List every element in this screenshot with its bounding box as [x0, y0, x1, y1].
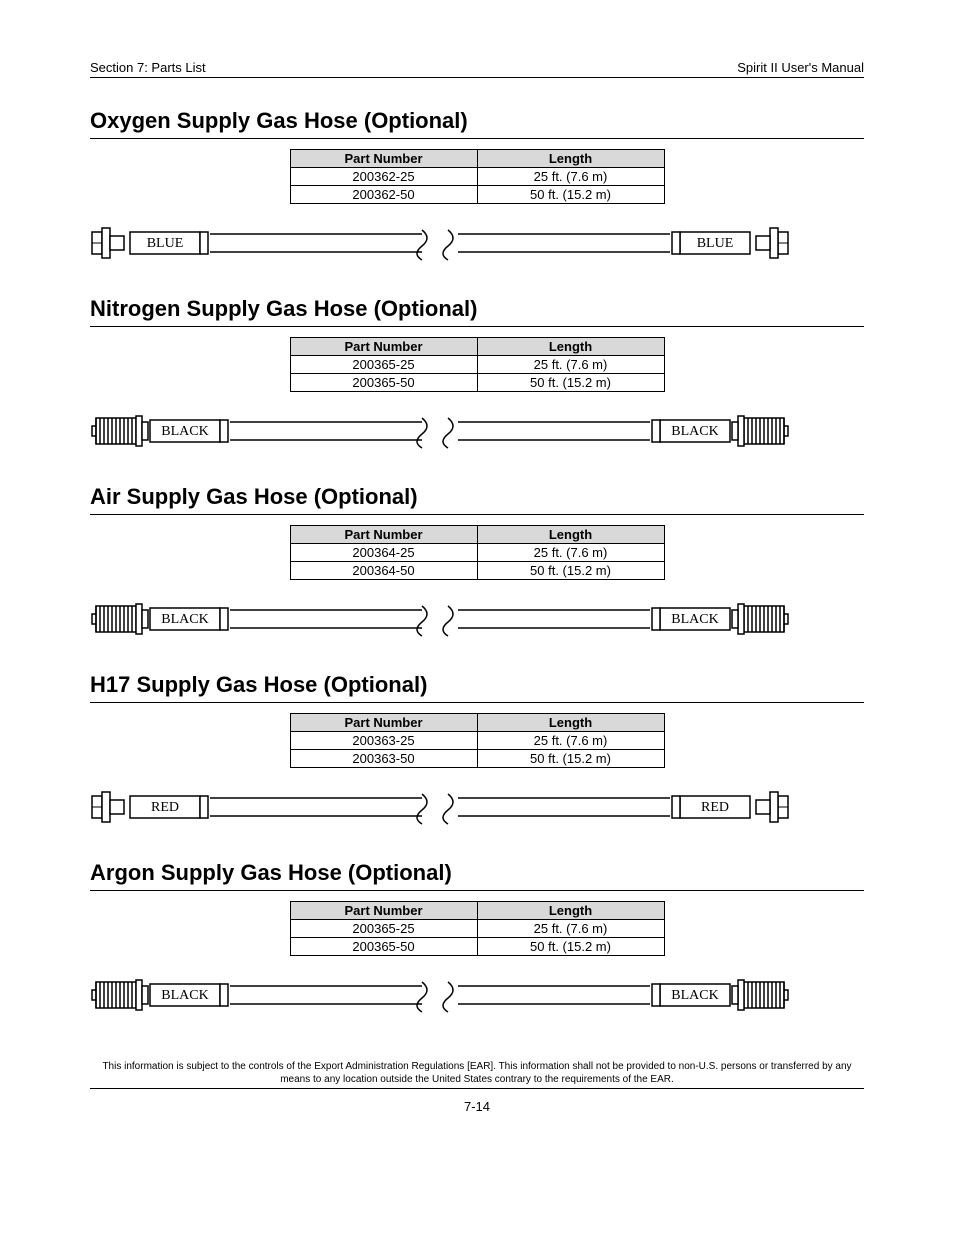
section: Oxygen Supply Gas Hose (Optional) Part Nu… [90, 108, 864, 268]
table-cell: 25 ft. (7.6 m) [477, 920, 664, 938]
parts-table: Part NumberLength200363-2525 ft. (7.6 m)… [290, 713, 665, 768]
hose-color-label-right: BLACK [671, 424, 718, 439]
table-cell: 200364-50 [290, 562, 477, 580]
table-cell: 200363-50 [290, 750, 477, 768]
section: Argon Supply Gas Hose (Optional) Part Num… [90, 860, 864, 1020]
table-row: 200362-2525 ft. (7.6 m) [290, 168, 664, 186]
table-header-cell: Part Number [290, 902, 477, 920]
table-cell: 50 ft. (15.2 m) [477, 374, 664, 392]
table-header-cell: Length [477, 902, 664, 920]
page-number: 7-14 [90, 1099, 864, 1114]
hose-diagram: BLACK BLACK [90, 594, 790, 644]
table-cell: 25 ft. (7.6 m) [477, 168, 664, 186]
table-header-cell: Length [477, 526, 664, 544]
table-row: 200365-5050 ft. (15.2 m) [290, 938, 664, 956]
hose-color-label-right: BLACK [671, 988, 718, 1003]
table-cell: 25 ft. (7.6 m) [477, 544, 664, 562]
header-left: Section 7: Parts List [90, 60, 206, 75]
hose-diagram: BLUE BLUE [90, 218, 790, 268]
table-header-cell: Length [477, 338, 664, 356]
table-header-cell: Part Number [290, 150, 477, 168]
parts-table: Part NumberLength200365-2525 ft. (7.6 m)… [290, 337, 665, 392]
hose-color-label-left: BLACK [161, 424, 208, 439]
hose-color-label-right: BLUE [697, 236, 734, 251]
header-right: Spirit II User's Manual [737, 60, 864, 75]
hose-color-label-right: RED [701, 800, 729, 815]
parts-table: Part NumberLength200365-2525 ft. (7.6 m)… [290, 901, 665, 956]
table-cell: 200365-25 [290, 920, 477, 938]
table-cell: 50 ft. (15.2 m) [477, 562, 664, 580]
table-cell: 200364-25 [290, 544, 477, 562]
page-header: Section 7: Parts List Spirit II User's M… [90, 60, 864, 78]
table-header-cell: Part Number [290, 338, 477, 356]
parts-table: Part NumberLength200362-2525 ft. (7.6 m)… [290, 149, 665, 204]
table-cell: 200362-25 [290, 168, 477, 186]
table-header-cell: Length [477, 714, 664, 732]
footer-note: This information is subject to the contr… [90, 1060, 864, 1089]
table-cell: 200365-25 [290, 356, 477, 374]
table-cell: 50 ft. (15.2 m) [477, 938, 664, 956]
table-row: 200364-5050 ft. (15.2 m) [290, 562, 664, 580]
table-cell: 50 ft. (15.2 m) [477, 750, 664, 768]
hose-diagram: BLACK BLACK [90, 406, 790, 456]
hose-color-label-right: BLACK [671, 612, 718, 627]
hose-color-label-left: BLACK [161, 612, 208, 627]
sections-container: Oxygen Supply Gas Hose (Optional) Part Nu… [90, 108, 864, 1020]
table-cell: 200362-50 [290, 186, 477, 204]
section-title: Air Supply Gas Hose (Optional) [90, 484, 864, 515]
section: Nitrogen Supply Gas Hose (Optional) Part … [90, 296, 864, 456]
table-cell: 200365-50 [290, 374, 477, 392]
section-title: Argon Supply Gas Hose (Optional) [90, 860, 864, 891]
table-header-cell: Part Number [290, 526, 477, 544]
section-title: Oxygen Supply Gas Hose (Optional) [90, 108, 864, 139]
section: Air Supply Gas Hose (Optional) Part Numbe… [90, 484, 864, 644]
table-cell: 50 ft. (15.2 m) [477, 186, 664, 204]
table-row: 200365-5050 ft. (15.2 m) [290, 374, 664, 392]
table-header-cell: Length [477, 150, 664, 168]
hose-diagram: RED RED [90, 782, 790, 832]
table-row: 200362-5050 ft. (15.2 m) [290, 186, 664, 204]
table-row: 200363-2525 ft. (7.6 m) [290, 732, 664, 750]
table-cell: 200365-50 [290, 938, 477, 956]
hose-color-label-left: BLUE [147, 236, 184, 251]
table-row: 200365-2525 ft. (7.6 m) [290, 356, 664, 374]
section: H17 Supply Gas Hose (Optional) Part Numbe… [90, 672, 864, 832]
table-row: 200363-5050 ft. (15.2 m) [290, 750, 664, 768]
hose-color-label-left: BLACK [161, 988, 208, 1003]
table-row: 200365-2525 ft. (7.6 m) [290, 920, 664, 938]
section-title: H17 Supply Gas Hose (Optional) [90, 672, 864, 703]
table-cell: 25 ft. (7.6 m) [477, 356, 664, 374]
parts-table: Part NumberLength200364-2525 ft. (7.6 m)… [290, 525, 665, 580]
table-header-cell: Part Number [290, 714, 477, 732]
section-title: Nitrogen Supply Gas Hose (Optional) [90, 296, 864, 327]
table-cell: 200363-25 [290, 732, 477, 750]
hose-diagram: BLACK BLACK [90, 970, 790, 1020]
table-cell: 25 ft. (7.6 m) [477, 732, 664, 750]
table-row: 200364-2525 ft. (7.6 m) [290, 544, 664, 562]
hose-color-label-left: RED [151, 800, 179, 815]
